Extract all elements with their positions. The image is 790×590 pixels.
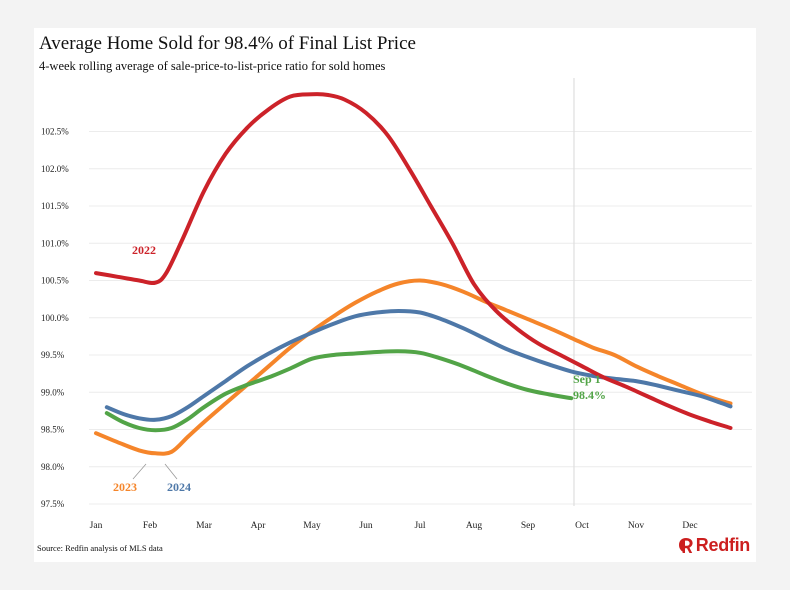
- y-tick-label: 99.5%: [41, 350, 65, 360]
- series-lines: [94, 92, 733, 456]
- x-tick-label: Mar: [196, 521, 213, 531]
- x-axis: Jan Feb Mar Apr May Jun Jul Aug Sep Oct Nov Dec: [90, 521, 698, 531]
- x-tick-label: Aug: [466, 521, 483, 531]
- y-tick-label: 100.0%: [41, 313, 69, 323]
- x-tick-label: Jun: [359, 521, 372, 531]
- line-chart: 97.5% 98.0% 98.5% 99.0% 99.5% 100.0% 100.5% 101…: [41, 78, 752, 531]
- series-line-2023: [94, 278, 733, 456]
- y-tick-label: 102.5%: [41, 127, 69, 137]
- x-tick-label: Jul: [414, 521, 425, 531]
- chart-title: Average Home Sold for 98.4% of Final Lis…: [39, 33, 416, 54]
- x-tick-label: Jan: [90, 521, 103, 531]
- y-tick-label: 101.5%: [41, 201, 69, 211]
- chart-card: Average Home Sold for 98.4% of Final Lis…: [34, 28, 756, 562]
- series-line-2025: [104, 349, 574, 433]
- series-line-2022: [94, 92, 733, 430]
- grid: [89, 131, 752, 505]
- x-tick-label: Oct: [575, 521, 589, 531]
- label-leader-2023: [132, 463, 147, 480]
- x-tick-label: Feb: [143, 521, 158, 531]
- series-label-2024: 2024: [167, 480, 191, 494]
- y-tick-label: 101.0%: [41, 238, 69, 248]
- series-line-2024: [104, 309, 733, 422]
- y-tick-label: 102.0%: [41, 164, 69, 174]
- series-label-2023: 2023: [113, 480, 137, 494]
- current-date-label: Sep 1: [573, 372, 601, 386]
- label-leader-2024: [164, 463, 178, 480]
- source-note: Source: Redfin analysis of MLS data: [37, 543, 163, 553]
- y-tick-label: 98.5%: [41, 425, 65, 435]
- y-axis: 97.5% 98.0% 98.5% 99.0% 99.5% 100.0% 100.5% 101…: [41, 127, 69, 510]
- y-tick-label: 98.0%: [41, 462, 65, 472]
- x-tick-label: Dec: [682, 521, 697, 531]
- y-tick-label: 97.5%: [41, 499, 65, 509]
- series-labels: 2022 2023 2024 Sep 1 98.4%: [113, 243, 606, 494]
- redfin-logo-icon: [678, 538, 693, 553]
- chart-subtitle: 4-week rolling average of sale-price-to-…: [39, 59, 386, 73]
- current-value-label: 98.4%: [573, 388, 606, 402]
- series-label-2022: 2022: [132, 243, 156, 257]
- redfin-logo: Redfin: [678, 535, 750, 556]
- x-tick-label: Nov: [628, 521, 645, 531]
- y-tick-label: 99.0%: [41, 387, 65, 397]
- x-tick-label: Sep: [521, 521, 536, 531]
- x-tick-label: May: [303, 521, 321, 531]
- y-tick-label: 100.5%: [41, 276, 69, 286]
- x-tick-label: Apr: [251, 521, 267, 531]
- redfin-logo-text: Redfin: [695, 535, 751, 555]
